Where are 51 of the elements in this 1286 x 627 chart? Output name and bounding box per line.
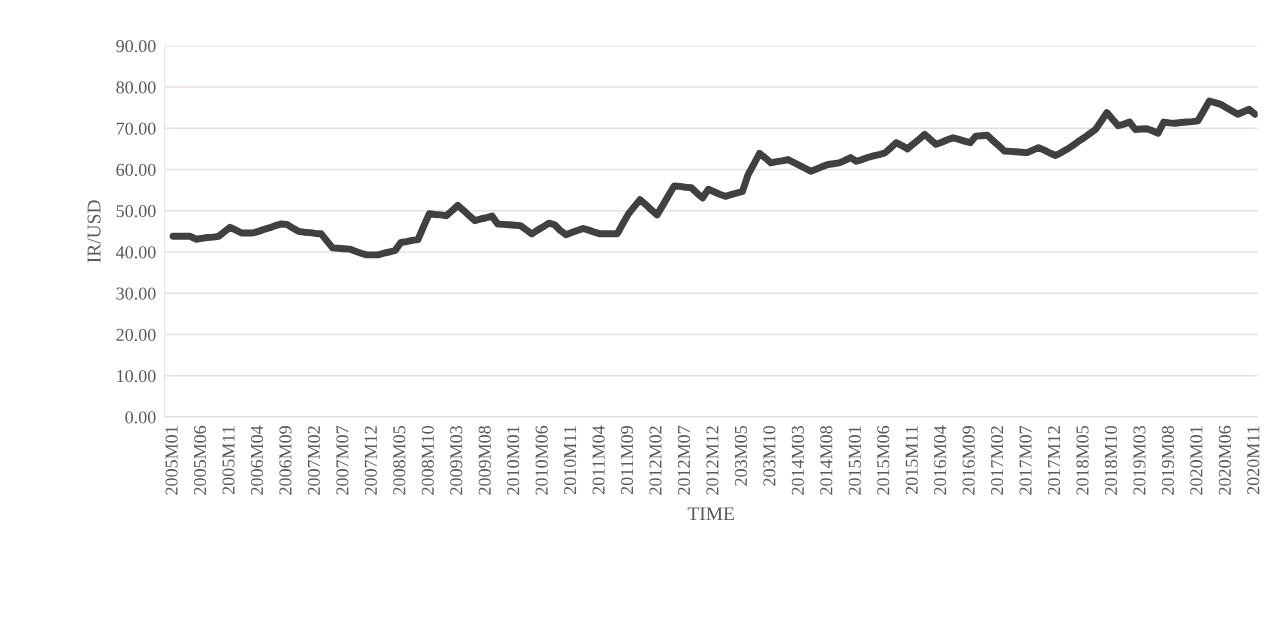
y-tick-label: 40.00: [116, 246, 156, 259]
x-tick-label: 2020M11: [1247, 426, 1260, 495]
y-tick-label: 90.00: [116, 40, 156, 53]
x-tick-label: 2014M03: [791, 425, 804, 495]
x-tick-label: 2012M02: [649, 426, 662, 495]
y-tick-label: 10.00: [117, 369, 156, 383]
x-tick-label: 2007M02: [307, 426, 320, 495]
y-axis-title: IR/USD: [87, 200, 101, 263]
x-tick-label: 2012M12: [706, 426, 719, 495]
x-tick-label: 2008M05: [393, 425, 406, 495]
x-tick-label: 2005M01: [165, 426, 178, 495]
x-tick-label: 2014M08: [820, 425, 833, 495]
x-tick-label: 2017M12: [1047, 426, 1061, 495]
x-tick-label: 2015M06: [877, 425, 890, 495]
x-tick-label: 2006M04: [250, 425, 264, 495]
x-tick-label: 2005M06: [193, 425, 207, 495]
x-tick-label: 2005M11: [222, 426, 235, 495]
x-tick-label: 2010M01: [507, 426, 520, 495]
x-tick-label: 2008M10: [421, 425, 434, 495]
x-tick-label: 2019M03: [1133, 425, 1146, 495]
x-tick-label: 2016M04: [934, 425, 947, 495]
y-tick-label: 30.00: [116, 287, 156, 300]
x-tick-label: 2011M04: [592, 425, 605, 495]
x-tick-label: 2019M08: [1161, 425, 1174, 495]
x-tick-label: 2020M01: [1190, 426, 1203, 495]
y-tick-label: 0.00: [125, 411, 156, 424]
x-tick-label: 2015M01: [848, 426, 861, 495]
x-tick-label: 2007M07: [336, 425, 349, 495]
x-tick-label: 2017M07: [1019, 425, 1032, 495]
x-tick-label: 2006M09: [279, 426, 292, 495]
x-tick-label: 2007M12: [364, 426, 377, 495]
x-tick-label: 2012M07: [677, 425, 691, 495]
y-tick-label: 70.00: [116, 122, 156, 135]
x-tick-label: 2018M05: [1076, 425, 1089, 495]
x-tick-label: 2015M11: [905, 426, 918, 495]
x-tick-label: 203M05: [734, 425, 747, 486]
y-tick-label: 60.00: [116, 163, 156, 177]
x-tick-label: 2018M10: [1104, 425, 1118, 495]
x-tick-label: 203M10: [763, 425, 776, 486]
x-tick-label: 2016M09: [962, 426, 975, 495]
x-tick-label: 2011M09: [620, 426, 634, 495]
x-tick-label: 2009M08: [478, 425, 491, 495]
x-tick-label: 2010M11: [564, 426, 577, 495]
y-tick-label: 50.00: [116, 205, 156, 218]
x-axis-title: TIME: [687, 507, 734, 521]
x-tick-label: 2020M06: [1218, 425, 1231, 495]
y-tick-label: 20.00: [116, 328, 156, 341]
x-tick-label: 2010M06: [535, 425, 548, 495]
x-tick-label: 2009M03: [450, 425, 463, 495]
y-tick-label: 80.00: [116, 81, 156, 94]
x-tick-label: 2017M02: [991, 426, 1004, 495]
